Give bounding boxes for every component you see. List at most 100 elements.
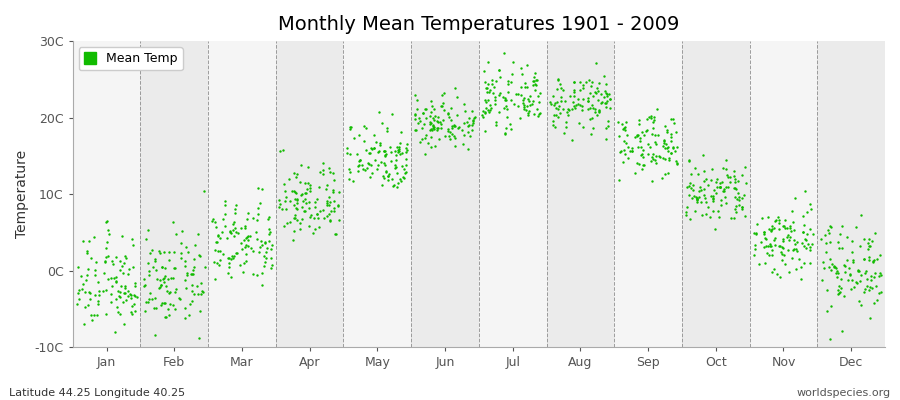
Point (81, 288, 95, 295)
Point (727, 185, 742, 192)
Point (127, 292, 141, 299)
Point (256, 270, 270, 277)
Point (832, 231, 847, 238)
Point (128, 279, 142, 286)
Point (451, 125, 465, 132)
Point (167, 289, 182, 295)
Point (372, 162, 386, 168)
Point (717, 194, 732, 200)
Point (293, 179, 308, 185)
Point (397, 166, 411, 172)
Point (788, 194, 802, 201)
Point (817, 264, 832, 271)
Point (443, 136, 457, 142)
Point (632, 121, 646, 127)
Point (116, 299, 130, 305)
Point (299, 200, 313, 206)
Point (648, 156, 662, 163)
Point (436, 90, 451, 96)
Point (555, 106, 570, 112)
Point (698, 168, 712, 174)
Point (662, 170, 676, 177)
Point (777, 223, 791, 229)
Point (211, 248, 225, 254)
Point (782, 224, 796, 231)
Point (641, 141, 655, 148)
Point (326, 170, 340, 176)
Point (670, 160, 684, 167)
Point (254, 238, 268, 244)
Point (864, 277, 878, 283)
Point (838, 263, 852, 269)
Point (100, 238, 114, 245)
Point (827, 262, 842, 269)
Point (222, 260, 237, 266)
Point (783, 234, 797, 241)
Point (264, 246, 278, 252)
Point (331, 216, 346, 223)
Point (297, 208, 311, 214)
Point (765, 226, 779, 232)
Point (423, 121, 437, 127)
Point (709, 176, 724, 182)
Point (852, 243, 867, 250)
Point (477, 128, 491, 134)
Point (434, 102, 448, 109)
Point (187, 256, 202, 262)
Point (327, 177, 341, 184)
Point (446, 123, 461, 130)
Point (560, 109, 574, 116)
Point (840, 257, 854, 263)
Point (526, 98, 541, 104)
Point (391, 180, 405, 186)
Point (601, 122, 616, 129)
Point (867, 257, 881, 264)
Point (730, 196, 744, 202)
Point (585, 115, 599, 121)
Point (485, 89, 500, 96)
Point (163, 300, 177, 307)
Point (374, 159, 388, 165)
Point (553, 110, 567, 116)
Point (454, 127, 469, 134)
Point (591, 109, 606, 115)
Point (447, 143, 462, 149)
Point (192, 334, 206, 341)
Point (80, 248, 94, 254)
Point (611, 176, 625, 183)
Point (157, 249, 171, 256)
Point (246, 248, 260, 254)
Point (727, 168, 742, 174)
Bar (275, 41, 344, 347)
Point (644, 131, 659, 138)
Point (661, 148, 675, 154)
Point (558, 97, 572, 104)
Point (661, 145, 675, 152)
Point (303, 185, 318, 191)
Point (757, 230, 771, 237)
Point (776, 236, 790, 242)
Point (514, 65, 528, 71)
Point (630, 132, 644, 138)
Point (230, 230, 245, 236)
Point (418, 134, 432, 141)
Point (424, 134, 438, 140)
Point (650, 105, 664, 112)
Point (363, 150, 377, 156)
Point (427, 117, 441, 123)
Point (104, 291, 118, 298)
Point (128, 293, 142, 299)
Point (145, 296, 159, 302)
Point (166, 249, 181, 255)
Point (729, 208, 743, 215)
Point (258, 255, 273, 261)
Point (420, 140, 435, 146)
Point (729, 203, 743, 209)
Point (532, 111, 546, 118)
Point (251, 205, 266, 211)
Point (706, 196, 720, 202)
Point (152, 250, 166, 256)
Point (656, 154, 670, 161)
Point (253, 244, 267, 250)
Point (69, 301, 84, 308)
